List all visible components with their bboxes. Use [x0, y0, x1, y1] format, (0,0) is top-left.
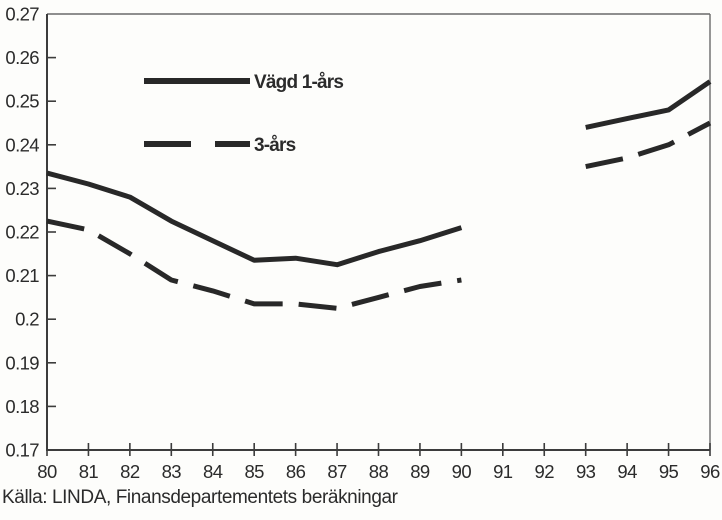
- series-line-3-ars: [585, 120, 712, 170]
- x-tick-label-85: 85: [244, 461, 264, 482]
- x-tick-label-83: 83: [162, 461, 182, 482]
- x-tick-label-81: 81: [79, 461, 99, 482]
- x-tick-label-94: 94: [617, 461, 637, 482]
- y-tick-label-0.24: 0.24: [5, 134, 39, 155]
- y-tick-label-0.23: 0.23: [5, 178, 39, 199]
- series-line-3-ars: [46, 218, 462, 311]
- x-tick-label-93: 93: [576, 461, 596, 482]
- x-tick-label-88: 88: [369, 461, 389, 482]
- y-tick-label-0.22: 0.22: [5, 222, 39, 243]
- x-tick-label-82: 82: [120, 461, 140, 482]
- x-tick-label-89: 89: [410, 461, 430, 482]
- y-tick-label-0.27: 0.27: [5, 4, 39, 25]
- y-tick-label-0.26: 0.26: [5, 47, 39, 68]
- series-line-vagd-1-ars: [585, 79, 712, 130]
- x-tick-label-84: 84: [203, 461, 223, 482]
- x-tick-label-95: 95: [659, 461, 679, 482]
- y-tick-label-0.25: 0.25: [5, 91, 39, 112]
- x-tick-label-90: 90: [452, 461, 472, 482]
- legend-label-3-ars: 3-års: [254, 135, 296, 156]
- y-tick-label-0.21: 0.21: [5, 265, 39, 286]
- x-tick-label-96: 96: [700, 461, 720, 482]
- y-tick-label-0.2: 0.2: [15, 309, 39, 330]
- x-tick-label-92: 92: [535, 461, 555, 482]
- y-tick-label-0.19: 0.19: [5, 352, 39, 373]
- y-tick-label-0.18: 0.18: [5, 396, 39, 417]
- x-tick-label-80: 80: [37, 461, 57, 482]
- x-tick-label-86: 86: [286, 461, 306, 482]
- x-tick-label-91: 91: [493, 461, 513, 482]
- series-line-vagd-1-ars: [46, 170, 463, 268]
- source-caption: Källa: LINDA, Finansdepartementets beräk…: [2, 487, 398, 508]
- x-tick-label-87: 87: [327, 461, 347, 482]
- y-tick-label-0.17: 0.17: [5, 440, 39, 461]
- legend-label-vagd-1-ars: Vägd 1-års: [254, 72, 343, 93]
